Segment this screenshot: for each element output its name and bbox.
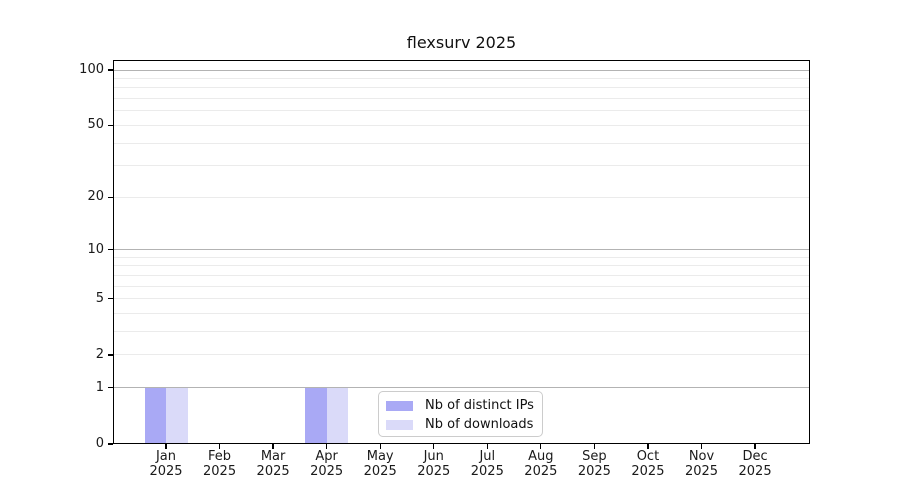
x-tick-label-apr: Apr 2025	[297, 449, 357, 479]
x-tick-aug	[540, 444, 542, 449]
x-tick-jul	[486, 444, 488, 449]
x-tick-label-line: 2025	[631, 464, 665, 479]
y-tick-1	[108, 387, 113, 389]
chart-title: flexsurv 2025	[406, 33, 517, 52]
x-tick-sep	[593, 444, 596, 449]
y-tick-50	[108, 124, 113, 127]
x-tick-jan	[165, 444, 167, 449]
x-tick-label-line: 2025	[417, 464, 451, 479]
y-tick-2	[108, 354, 113, 356]
x-tick-dec	[754, 444, 756, 449]
y-tick-label-1: 1	[95, 379, 104, 395]
gridline-minor-30	[113, 165, 810, 167]
gridline-minor-90	[113, 77, 810, 79]
x-tick-label-line: Nov	[688, 449, 715, 464]
legend-label-downloads: Nb of downloads	[425, 417, 534, 432]
x-tick-label-line: May	[366, 449, 394, 464]
gridline-minor-4	[113, 313, 810, 315]
bar-nb-of-distinct-ips-apr	[305, 387, 327, 444]
gridline-minor-5	[113, 298, 810, 300]
x-tick-apr	[326, 444, 328, 449]
x-tick-label-may: May 2025	[350, 449, 410, 479]
x-tick-label-mar: Mar 2025	[243, 449, 303, 479]
gridline-major-100	[113, 69, 810, 71]
x-tick-mar	[272, 444, 274, 449]
legend-entry-downloads: Nb of downloads	[386, 415, 542, 434]
y-tick-label-0: 0	[95, 436, 104, 451]
x-tick-label-feb: Feb 2025	[190, 449, 250, 479]
y-tick-0	[108, 443, 113, 445]
gridline-minor-20	[113, 196, 810, 198]
legend: Nb of distinct IPs Nb of downloads	[378, 391, 543, 437]
x-tick-label-line: 2025	[203, 464, 237, 479]
x-tick-label-line: 2025	[363, 464, 397, 479]
x-tick-label-line: Jan	[155, 449, 177, 464]
y-tick-label-10: 10	[87, 241, 104, 257]
legend-swatch-downloads	[386, 419, 413, 430]
x-tick-nov	[700, 444, 703, 449]
gridline-minor-70	[113, 98, 810, 100]
gridline-minor-80	[113, 87, 810, 89]
x-tick-label-line: 2025	[524, 464, 558, 479]
legend-entry-distinct-ips: Nb of distinct IPs	[386, 396, 542, 415]
y-tick-label-5: 5	[95, 290, 104, 306]
gridline-minor-50	[113, 124, 810, 126]
y-tick-label-50: 50	[87, 117, 104, 133]
y-tick-5	[108, 298, 113, 300]
x-tick-label-line: Feb	[208, 449, 232, 464]
gridline-major-1	[113, 387, 810, 389]
bar-nb-of-downloads-apr	[326, 387, 349, 444]
x-tick-label-dec: Dec 2025	[725, 449, 785, 479]
x-tick-oct	[647, 444, 649, 449]
y-tick-20	[108, 196, 113, 198]
x-tick-label-line: 2025	[470, 464, 504, 479]
x-tick-label-line: Apr	[315, 449, 338, 464]
x-tick-label-line: 2025	[256, 464, 290, 479]
legend-swatch-distinct-ips	[386, 400, 413, 411]
bar-nb-of-distinct-ips-jan	[144, 387, 166, 444]
x-tick-label-line: Mar	[260, 449, 286, 464]
x-tick-label-nov: Nov 2025	[672, 449, 732, 479]
x-tick-label-line: Oct	[636, 449, 660, 464]
gridline-major-10	[113, 249, 810, 251]
x-tick-label-line: Jun	[423, 449, 444, 464]
y-tick-label-2: 2	[95, 346, 104, 362]
y-tick-100	[108, 69, 113, 71]
y-tick-10	[108, 249, 113, 251]
x-tick-label-line: Aug	[528, 449, 554, 464]
x-tick-label-line: Jul	[479, 449, 496, 464]
bar-nb-of-downloads-jan	[166, 387, 188, 444]
gridline-minor-40	[113, 142, 810, 144]
x-tick-label-line: Sep	[582, 449, 607, 464]
legend-label-distinct-ips: Nb of distinct IPs	[425, 398, 534, 413]
x-tick-label-aug: Aug 2025	[511, 449, 571, 479]
gridline-minor-60	[113, 110, 810, 112]
x-tick-may	[379, 444, 381, 449]
gridline-minor-8	[113, 265, 810, 267]
gridline-minor-9	[113, 256, 810, 258]
gridline-minor-6	[113, 285, 810, 287]
x-tick-label-sep: Sep 2025	[564, 449, 624, 479]
x-tick-label-jun: Jun 2025	[404, 449, 464, 479]
y-tick-label-100: 100	[79, 62, 104, 77]
x-tick-label-line: 2025	[684, 464, 719, 479]
x-tick-label-oct: Oct 2025	[618, 449, 678, 479]
x-tick-label-line: 2025	[738, 464, 772, 479]
x-tick-label-line: 2025	[577, 464, 611, 479]
x-tick-label-jul: Jul 2025	[457, 449, 517, 479]
y-tick-label-20: 20	[87, 189, 104, 205]
x-tick-feb	[218, 444, 221, 449]
x-tick-jun	[433, 444, 435, 449]
gridline-minor-3	[113, 331, 810, 333]
plot-area	[113, 60, 810, 444]
x-tick-label-jan: Jan 2025	[136, 449, 196, 479]
gridline-minor-2	[113, 354, 810, 356]
x-tick-label-line: 2025	[149, 464, 183, 479]
gridline-minor-7	[113, 274, 810, 276]
x-tick-label-line: 2025	[310, 464, 344, 479]
x-tick-label-line: Dec	[742, 449, 768, 464]
